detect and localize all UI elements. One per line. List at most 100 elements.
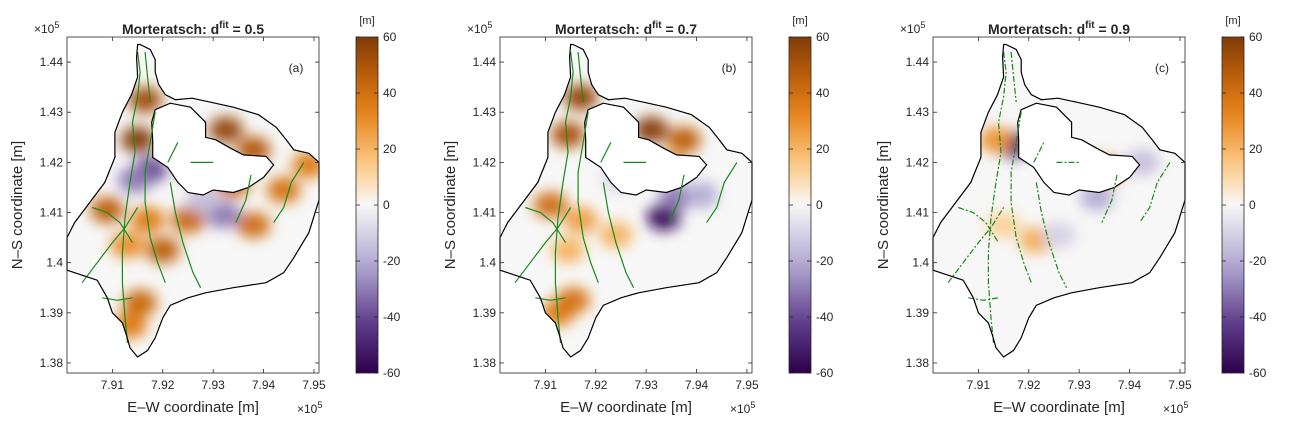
chart-title: Morteratsch: dfit = 0.7 — [555, 20, 697, 37]
flowline-7 — [600, 142, 612, 163]
flowline-2 — [144, 51, 151, 103]
data-blob-3 — [634, 116, 669, 143]
x-exponent-label: ×105 — [1163, 400, 1188, 416]
data-blob-8 — [551, 237, 585, 264]
data-blob-4 — [667, 126, 701, 153]
colorbar-tick-label: -20 — [816, 254, 834, 268]
colorbar-unit-label: [m] — [1225, 15, 1240, 27]
axes-box — [932, 36, 1186, 374]
flowline-6 — [92, 206, 134, 243]
y-tick-label: 1.41 — [40, 206, 64, 220]
flowlines — [81, 51, 305, 343]
colorbar-tick-label: 60 — [816, 30, 830, 44]
colorbar-tick-label: 40 — [1249, 86, 1263, 100]
colorbar-tick-label: 20 — [816, 142, 830, 156]
x-tick-label: 7.95 — [302, 378, 326, 392]
flowline-9 — [668, 174, 685, 223]
y-tick-label: 1.44 — [473, 55, 497, 69]
colorbar-tick-label: -20 — [1249, 254, 1267, 268]
chart-title: Morteratsch: dfit = 0.9 — [988, 20, 1130, 37]
x-exponent-label: ×105 — [730, 400, 755, 416]
chart-title: Morteratsch: dfit = 0.5 — [122, 20, 264, 37]
colorbar-tick-label: 20 — [383, 142, 397, 156]
colorbar-tick-label: 40 — [816, 86, 830, 100]
x-tick-label: 7.94 — [252, 378, 276, 392]
y-tick-label: 1.42 — [40, 155, 64, 169]
flowline-9 — [235, 174, 252, 223]
flowlines — [514, 51, 738, 343]
flowline-7 — [1033, 142, 1045, 163]
y-tick-label: 1.39 — [40, 306, 64, 320]
data-blob-3 — [208, 116, 243, 143]
data-blob-2 — [979, 126, 1013, 153]
y-tick-label: 1.42 — [906, 155, 930, 169]
x-tick-label: 7.92 — [151, 378, 175, 392]
y-tick-label: 1.4 — [912, 256, 929, 270]
chart-panel-3: 7.91 7.92 7.93 7.94 7.95 1.38 1.39 1.4 1.41 1.42 1… — [875, 15, 1267, 416]
y-tick-label: 1.4 — [479, 256, 496, 270]
colorbar-tick-label: -40 — [816, 310, 834, 324]
flowline-7 — [167, 142, 179, 163]
panel-label: (b) — [722, 61, 737, 75]
colorbar-tick-label: 60 — [383, 30, 397, 44]
colorbar-tick-label: 60 — [1249, 30, 1263, 44]
y-tick-label: 1.38 — [473, 356, 497, 370]
colorbar-tick-label: 20 — [1249, 142, 1263, 156]
panel-label: (c) — [1155, 61, 1169, 75]
chart-panel-2: 7.91 7.92 7.93 7.94 7.95 1.38 1.39 1.4 1.41 1.42 1… — [442, 15, 834, 416]
flowline-4 — [169, 182, 202, 288]
data-blob-2 — [563, 84, 598, 111]
x-tick-label: 7.95 — [1168, 378, 1192, 392]
y-tick-label: 1.41 — [473, 206, 497, 220]
data-blob-16 — [113, 312, 147, 339]
data-blob-1 — [120, 126, 155, 153]
data-blob-12 — [646, 204, 681, 231]
y-tick-label: 1.44 — [906, 55, 930, 69]
y-tick-label: 1.44 — [40, 55, 64, 69]
flowline-1 — [987, 51, 1007, 343]
flowline-3 — [577, 112, 599, 283]
data-blob-18 — [118, 166, 152, 193]
data-blob-10 — [236, 212, 271, 239]
data-blob-12 — [145, 237, 180, 264]
x-tick-label: 7.93 — [201, 378, 225, 392]
colorbar-tick-label: -20 — [383, 254, 401, 268]
colorbar-tick-label: -60 — [816, 366, 834, 380]
flowline-5 — [947, 207, 1005, 284]
colorbar-tick-label: 0 — [383, 198, 390, 212]
glacier-area — [933, 44, 1185, 357]
y-exponent-label: ×105 — [900, 20, 925, 36]
flowline-9 — [1101, 174, 1118, 223]
x-tick-label: 7.95 — [735, 378, 759, 392]
y-tick-label: 1.41 — [906, 206, 930, 220]
x-axis-label: E–W coordinate [m] — [560, 399, 692, 416]
flowline-1 — [121, 51, 141, 343]
y-tick-label: 1.39 — [906, 306, 930, 320]
colorbar-tick-label: -60 — [1249, 366, 1267, 380]
flowline-10 — [273, 162, 305, 223]
data-blob-6 — [533, 192, 568, 218]
y-axis-label: N–S coordinate [m] — [9, 141, 26, 269]
y-tick-label: 1.42 — [473, 155, 497, 169]
data-blob-7 — [986, 212, 1021, 239]
y-tick-label: 1.39 — [473, 306, 497, 320]
flowline-3 — [1010, 112, 1032, 283]
flowline-10 — [1139, 162, 1171, 223]
flowline-10 — [706, 162, 738, 223]
chart-panel-1: 7.91 7.92 7.93 7.94 7.95 1.38 1.39 1.4 1.41 1.42 1… — [9, 15, 401, 416]
x-tick-label: 7.93 — [634, 378, 658, 392]
x-exponent-label: ×105 — [297, 400, 322, 416]
thickness-field — [979, 126, 1160, 254]
x-tick-label: 7.91 — [534, 378, 558, 392]
data-blob-1 — [551, 121, 585, 148]
y-tick-label: 1.43 — [40, 105, 64, 119]
flowline-5 — [514, 207, 572, 284]
data-blob-13 — [90, 197, 125, 223]
y-tick-label: 1.38 — [40, 356, 64, 370]
flowline-4 — [602, 182, 635, 288]
x-tick-label: 7.92 — [1017, 378, 1041, 392]
x-axis-label: E–W coordinate [m] — [127, 399, 259, 416]
data-blob-14 — [684, 182, 719, 208]
data-blob-14 — [110, 232, 145, 259]
